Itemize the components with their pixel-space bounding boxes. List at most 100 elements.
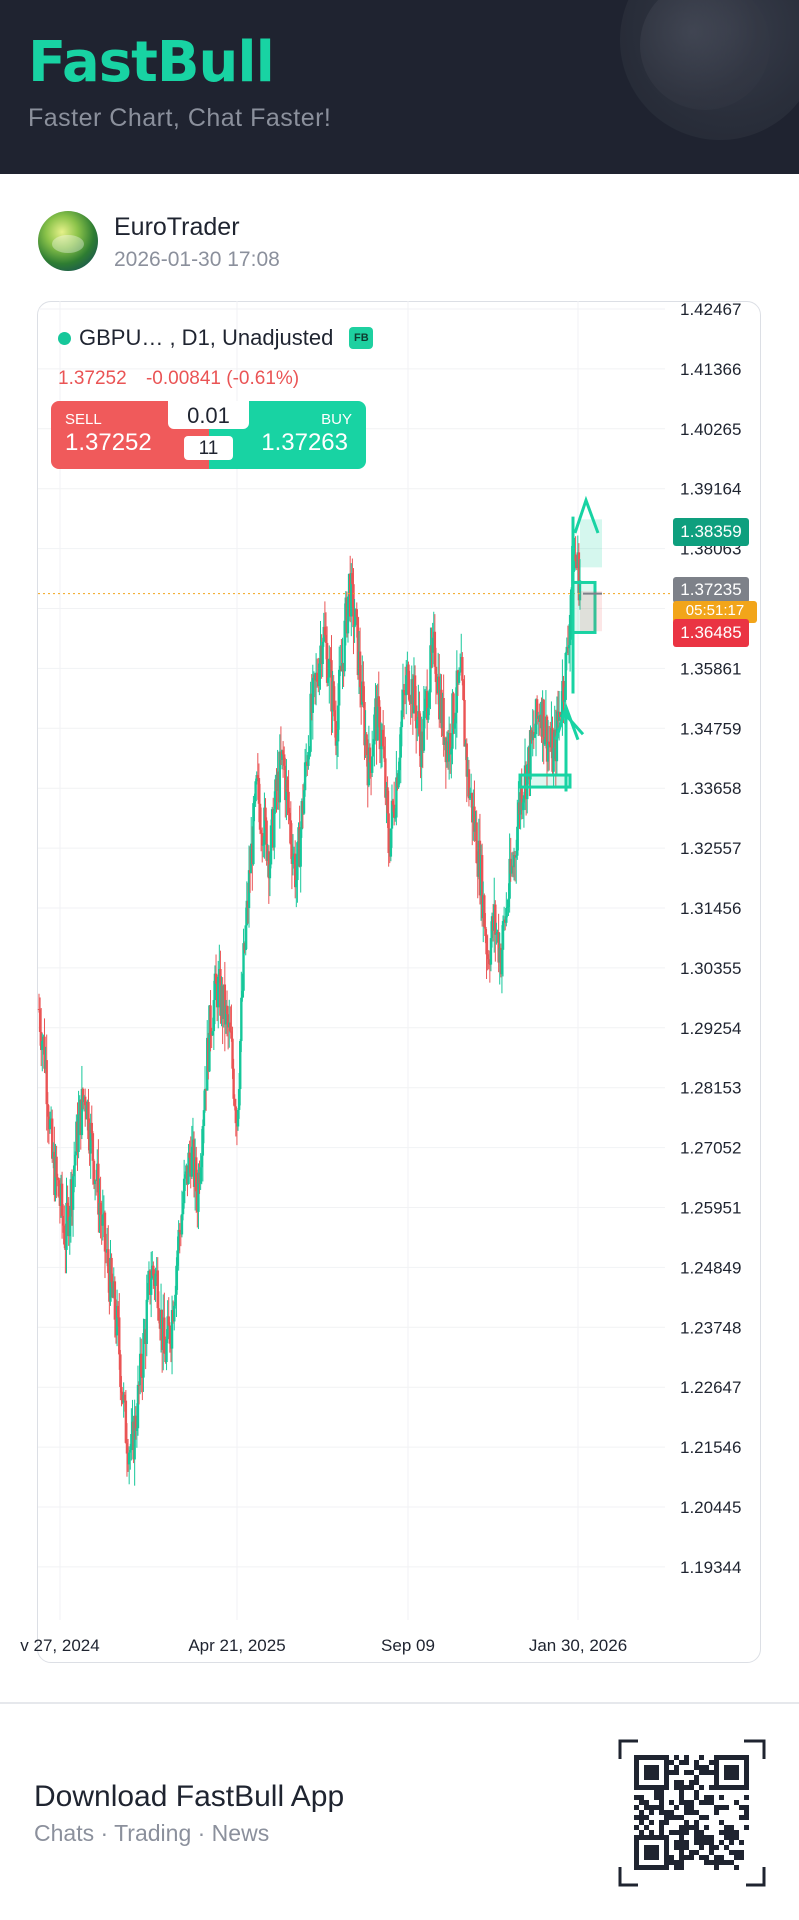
qr-module <box>634 1795 639 1800</box>
candle-body <box>217 976 220 1008</box>
candle-body <box>450 748 453 755</box>
candle-body <box>458 671 462 673</box>
qr-module <box>679 1800 684 1805</box>
candle-body <box>560 714 563 717</box>
qr-module <box>679 1785 684 1790</box>
qr-corner <box>744 1739 766 1759</box>
candle-body <box>146 1282 150 1300</box>
candle-body <box>515 855 518 858</box>
candle-body <box>295 880 298 888</box>
qr-module <box>709 1785 714 1790</box>
candle-body <box>517 802 520 827</box>
candle-body <box>236 1109 240 1127</box>
candle-body <box>66 1202 69 1206</box>
candle-body <box>578 580 582 601</box>
candle-body <box>291 856 295 864</box>
candle-body <box>384 758 387 798</box>
candle-body <box>190 1146 194 1177</box>
qr-module <box>674 1860 679 1865</box>
qr-module <box>694 1760 699 1765</box>
candle-body <box>401 690 405 711</box>
candle-body <box>214 973 218 984</box>
y-tick-label: 1.34759 <box>680 719 741 738</box>
candle-body <box>211 1031 214 1036</box>
candle-body <box>324 634 328 643</box>
qr-module <box>684 1855 689 1860</box>
candle-body <box>400 710 404 728</box>
qr-module <box>704 1815 709 1820</box>
candle-body <box>559 711 562 717</box>
qr-module <box>709 1840 714 1845</box>
y-tick-label: 1.20445 <box>680 1498 741 1517</box>
candle-body <box>565 646 569 653</box>
username[interactable]: EuroTrader <box>114 213 240 241</box>
candle-body <box>570 589 573 615</box>
candle-body <box>346 596 350 634</box>
y-tick-label: 1.28153 <box>680 1079 741 1098</box>
qr-module <box>639 1810 644 1815</box>
candle-body <box>449 733 452 755</box>
candle-body <box>142 1333 145 1378</box>
candle-body <box>546 741 550 762</box>
candle-body <box>353 624 356 628</box>
candle-body <box>510 865 514 874</box>
download-title[interactable]: Download FastBull App <box>34 1780 345 1813</box>
qr-module <box>659 1790 664 1795</box>
candle-body <box>529 730 532 780</box>
avatar[interactable] <box>38 211 98 271</box>
qr-module <box>649 1810 654 1815</box>
candle-body <box>187 1152 190 1184</box>
qr-module <box>659 1805 664 1810</box>
candle-body <box>500 949 504 975</box>
qr-module <box>684 1840 689 1845</box>
quantity-badge[interactable]: 11 <box>184 436 233 460</box>
candle-body <box>377 696 380 707</box>
qr-module <box>634 1805 639 1810</box>
qr-module <box>699 1845 704 1850</box>
candle-body <box>257 778 261 804</box>
candle-body <box>368 747 372 763</box>
chart-card[interactable] <box>37 301 761 1663</box>
candle-body <box>195 1157 198 1192</box>
candle-body <box>225 1005 229 1015</box>
qr-module <box>704 1835 709 1840</box>
qr-module <box>729 1830 734 1835</box>
candle-body <box>181 1203 185 1215</box>
qr-code[interactable] <box>618 1739 766 1887</box>
candle-body <box>46 1104 49 1117</box>
x-tick-label: Jan 30, 2026 <box>529 1636 627 1655</box>
y-tick-label: 1.41366 <box>680 360 741 379</box>
candle-body <box>202 1110 206 1127</box>
qr-module <box>679 1830 684 1835</box>
candle-body <box>140 1353 143 1377</box>
candle-body <box>166 1316 169 1340</box>
qr-module <box>694 1820 699 1825</box>
lot-size-input[interactable]: 0.01 <box>168 401 249 429</box>
qr-module <box>699 1770 704 1775</box>
qr-module <box>729 1840 734 1845</box>
candle-body <box>548 741 551 745</box>
qr-module <box>684 1830 689 1835</box>
candle-body <box>168 1325 172 1344</box>
qr-module <box>674 1830 679 1835</box>
candle-body <box>300 801 304 830</box>
candle-body <box>65 1202 68 1250</box>
candle-body <box>184 1174 187 1179</box>
qr-module <box>724 1845 729 1850</box>
candle-body <box>180 1214 184 1235</box>
candle-body <box>137 1384 141 1386</box>
candle-body <box>125 1442 129 1454</box>
candle-body <box>157 1308 161 1321</box>
candle-body <box>280 750 284 760</box>
candle-body <box>287 791 290 813</box>
candle-body <box>93 1180 97 1184</box>
qr-module <box>709 1845 714 1850</box>
qr-module <box>694 1840 699 1845</box>
qr-module <box>719 1820 724 1825</box>
symbol-label[interactable]: GBPU… , D1, Unadjusted <box>79 325 334 350</box>
candle-body <box>242 943 245 991</box>
qr-module <box>674 1780 679 1785</box>
candle-body <box>255 775 258 782</box>
qr-corner <box>618 1867 638 1887</box>
